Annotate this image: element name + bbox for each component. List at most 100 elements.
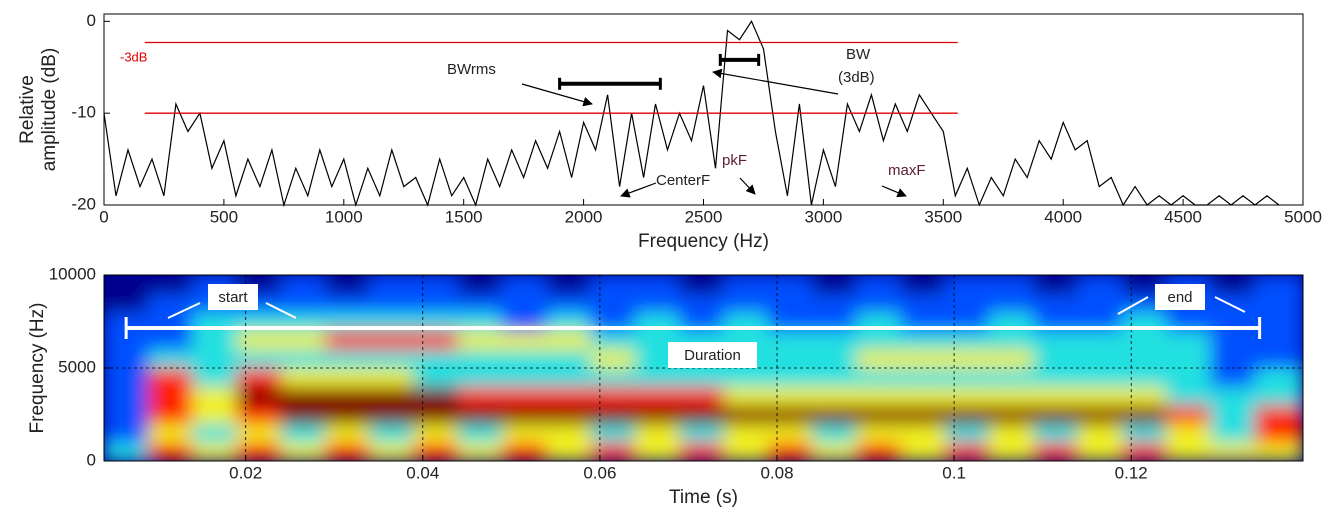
heatmap-cell	[1121, 330, 1168, 350]
heatmap-cell	[590, 330, 636, 350]
heatmap-cell	[811, 404, 858, 425]
heatmap-cell	[1077, 441, 1123, 461]
heatmap-cell	[192, 441, 238, 461]
heatmap-cell	[1166, 441, 1212, 461]
heatmap-cell	[104, 330, 149, 350]
heatmap-cell	[192, 423, 238, 443]
heatmap-cell	[147, 367, 194, 388]
heatmap-cell	[413, 386, 459, 406]
y-tick-label: 0	[87, 11, 96, 30]
heatmap-cell	[1254, 441, 1303, 461]
heatmap-cell	[1254, 367, 1303, 388]
heatmap-cell	[767, 293, 813, 313]
heatmap-cell	[1121, 423, 1168, 443]
heatmap-cell	[1166, 330, 1212, 350]
heatmap-cell	[767, 348, 813, 369]
annotation-arrow	[521, 83, 593, 107]
annotation-arrow	[739, 177, 756, 195]
heatmap-cell	[679, 386, 725, 406]
heatmap-cell	[811, 348, 858, 369]
heatmap-cell	[147, 275, 194, 295]
heatmap-cell	[192, 367, 238, 388]
heatmap-cell	[1033, 293, 1079, 313]
heatmap-cell	[590, 367, 636, 388]
heatmap-cell	[811, 293, 858, 313]
annotation-line	[1214, 296, 1246, 313]
heatmap-cell	[723, 367, 769, 388]
heatmap-cell	[989, 348, 1035, 369]
heatmap-cell	[546, 293, 592, 313]
heatmap-cell	[900, 386, 946, 406]
heatmap-cell	[1077, 367, 1123, 388]
heatmap-cell	[989, 386, 1035, 406]
heatmap-cell	[1254, 386, 1303, 406]
heatmap-cell	[457, 293, 503, 313]
heatmap-cell	[856, 275, 902, 295]
heatmap-cell	[989, 367, 1035, 388]
heatmap-cell	[324, 330, 371, 350]
heatmap-cell	[856, 330, 902, 350]
heatmap-cell	[811, 367, 858, 388]
heatmap-cell	[1121, 348, 1168, 369]
heatmap-cell	[457, 348, 503, 369]
heatmap-cell	[811, 386, 858, 406]
heatmap-cell	[811, 275, 858, 295]
heatmap-cell	[546, 348, 592, 369]
heatmap-cell	[1033, 367, 1079, 388]
heatmap-cell	[811, 423, 858, 443]
heatmap-cell	[590, 275, 636, 295]
heatmap-cell	[369, 386, 415, 406]
heatmap-cell	[634, 404, 681, 425]
heatmap-cell	[989, 330, 1035, 350]
heatmap-cell	[413, 404, 459, 425]
heatmap-cell	[723, 386, 769, 406]
heatmap-cell	[236, 386, 282, 406]
heatmap-cell	[280, 367, 326, 388]
heatmap-cell	[1166, 367, 1212, 388]
y-axis-label: Frequency (Hz)	[27, 303, 48, 434]
heatmap-cell	[147, 330, 194, 350]
heatmap-cell	[1210, 404, 1256, 425]
heatmap-cell	[501, 423, 548, 443]
heatmap-cell	[457, 386, 503, 406]
heatmap-cell	[1210, 367, 1256, 388]
heatmap-cell	[856, 293, 902, 313]
heatmap-cell	[413, 348, 459, 369]
x-tick-label: 5000	[1284, 207, 1322, 226]
annotation-arrow	[712, 68, 839, 95]
heatmap-cell	[413, 367, 459, 388]
annotation: maxF	[888, 162, 926, 179]
heatmap-cell	[104, 423, 149, 443]
heatmap-cell	[944, 293, 991, 313]
heatmap-cell	[457, 441, 503, 461]
heatmap-cell	[900, 293, 946, 313]
heatmap-cell	[236, 330, 282, 350]
heatmap-cell	[767, 386, 813, 406]
heatmap-cell	[413, 330, 459, 350]
heatmap-cell	[1033, 330, 1079, 350]
heatmap-cell	[1254, 330, 1303, 350]
heatmap-cell	[856, 386, 902, 406]
x-tick-label: 0.02	[229, 463, 262, 482]
annotation-box	[1155, 284, 1205, 310]
x-tick-label: 4000	[1044, 207, 1082, 226]
heatmap-cell	[147, 386, 194, 406]
heatmap-cell	[679, 367, 725, 388]
heatmap-cell	[634, 441, 681, 461]
heatmap-cell	[856, 423, 902, 443]
heatmap-cell	[856, 404, 902, 425]
heatmap-cell	[280, 386, 326, 406]
heatmap-cell	[1077, 293, 1123, 313]
y-axis-label: amplitude (dB)	[39, 48, 60, 172]
heatmap-cell	[1166, 386, 1212, 406]
heatmap-cell	[147, 348, 194, 369]
heatmap-cell	[1210, 330, 1256, 350]
heatmap-cell	[989, 441, 1035, 461]
heatmap-cell	[236, 348, 282, 369]
heatmap-cell	[590, 293, 636, 313]
heatmap-cell	[634, 367, 681, 388]
heatmap-cell	[1166, 348, 1212, 369]
heatmap-cell	[546, 386, 592, 406]
heatmap-cell	[413, 423, 459, 443]
annotation: BW	[846, 46, 871, 63]
